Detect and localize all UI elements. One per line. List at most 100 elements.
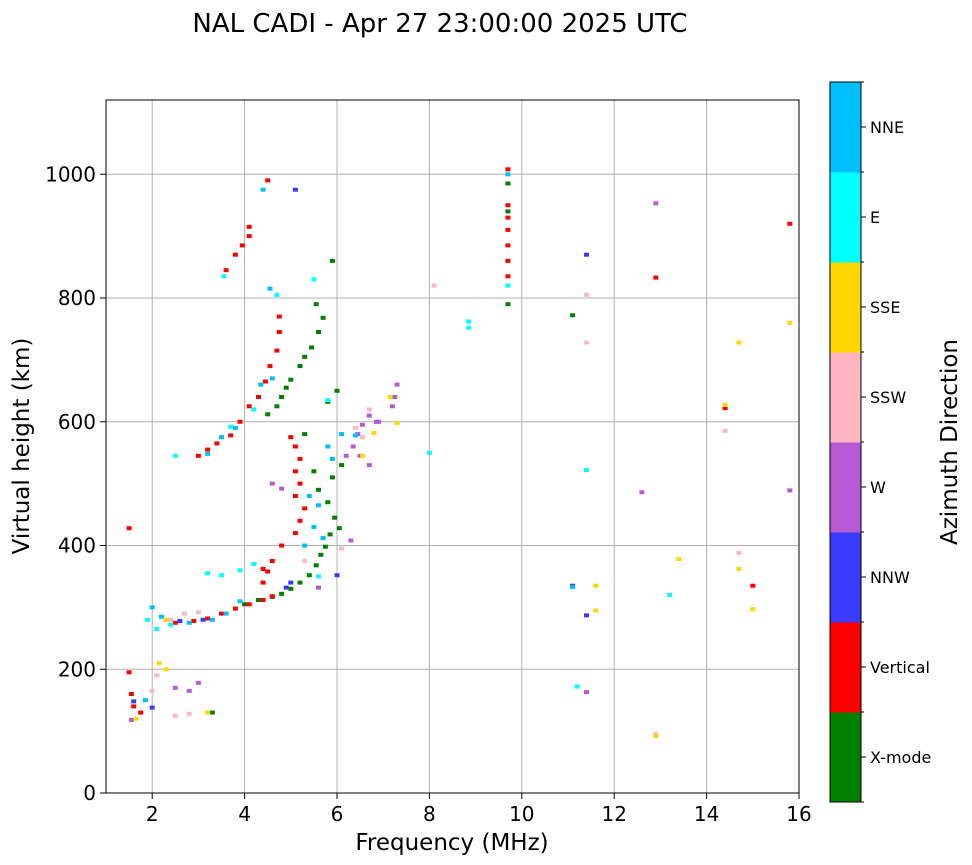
data-point: [158, 614, 164, 619]
x-tick-label: 2: [146, 802, 159, 826]
data-point: [288, 435, 294, 440]
data-point: [283, 585, 289, 590]
data-point: [505, 258, 511, 263]
data-point: [339, 546, 345, 551]
data-point: [653, 201, 659, 206]
data-point: [329, 258, 335, 263]
data-point: [505, 227, 511, 232]
colorbar-segment: [830, 712, 861, 803]
data-point: [322, 544, 328, 549]
data-point: [223, 611, 229, 616]
x-tick-label: 6: [331, 802, 344, 826]
data-point: [302, 432, 308, 437]
data-point: [389, 404, 395, 409]
data-point: [182, 611, 187, 616]
data-point: [172, 713, 178, 718]
data-point: [288, 580, 294, 585]
data-point: [366, 413, 372, 418]
data-point: [297, 364, 303, 369]
data-point: [584, 690, 589, 695]
data-point: [329, 456, 335, 461]
data-point: [288, 586, 294, 591]
data-point: [163, 667, 169, 672]
data-point: [505, 302, 511, 307]
data-point: [228, 424, 234, 429]
data-point: [316, 487, 321, 492]
data-point: [219, 435, 224, 440]
data-point: [325, 444, 331, 449]
data-point: [371, 430, 377, 435]
colorbar-tick-label: X-mode: [870, 748, 931, 767]
data-point: [283, 385, 289, 390]
data-point: [239, 243, 245, 248]
data-point: [228, 433, 234, 438]
data-point: [787, 488, 793, 493]
y-tick-label: 200: [58, 657, 96, 681]
data-point: [392, 395, 398, 399]
data-point: [332, 515, 338, 520]
data-point: [466, 319, 472, 324]
data-point: [267, 286, 273, 291]
data-point: [168, 622, 174, 627]
data-point: [387, 395, 393, 399]
data-point: [237, 419, 243, 424]
data-point: [274, 404, 280, 409]
data-point: [584, 292, 589, 297]
data-point: [269, 594, 275, 599]
colorbar-frame: [829, 81, 862, 803]
x-tick-label: 14: [694, 802, 719, 826]
data-point: [329, 475, 335, 480]
colorbar: X-mode Vertical NNW W SSW SSE E NNE: [829, 81, 931, 803]
data-point: [251, 562, 257, 567]
data-point: [302, 543, 308, 548]
data-point: [350, 444, 356, 449]
x-tick-label: 12: [601, 802, 626, 826]
data-point: [131, 704, 137, 709]
data-point: [394, 421, 400, 425]
data-point: [260, 598, 266, 602]
data-point: [205, 451, 211, 456]
data-point: [126, 670, 132, 675]
data-point: [316, 330, 321, 334]
data-point: [325, 500, 331, 505]
data-point: [209, 617, 215, 622]
data-point: [297, 518, 303, 523]
data-point: [505, 181, 511, 186]
data-point: [639, 490, 645, 495]
data-point: [256, 598, 261, 602]
data-point: [126, 526, 132, 531]
data-point: [128, 692, 134, 696]
data-point: [505, 167, 511, 172]
data-point: [584, 468, 589, 472]
data-point: [269, 376, 275, 381]
data-point: [584, 252, 589, 257]
data-point: [302, 559, 308, 563]
data-point: [306, 494, 312, 498]
colorbar-segment: [830, 352, 861, 443]
data-point: [205, 447, 211, 452]
data-point: [736, 550, 742, 555]
data-point: [505, 283, 511, 288]
series-x-mode: [209, 181, 576, 715]
plot-frame: [105, 99, 800, 794]
data-points: [126, 167, 793, 739]
data-point: [205, 616, 211, 621]
data-point: [133, 716, 139, 721]
data-point: [297, 580, 303, 585]
data-point: [242, 602, 248, 607]
data-point: [209, 710, 215, 715]
data-point: [156, 661, 162, 666]
data-point: [246, 602, 252, 607]
data-point: [366, 463, 372, 468]
data-point: [221, 274, 227, 279]
data-point: [653, 734, 659, 739]
data-point: [318, 552, 324, 557]
data-point: [205, 710, 211, 715]
grid: [106, 100, 800, 794]
x-axis-ticks: 2 4 6 8 10 12 14 16: [146, 793, 812, 826]
data-point: [593, 583, 599, 588]
series-sse: [133, 320, 793, 739]
y-tick-label: 0: [83, 781, 96, 805]
data-point: [279, 486, 285, 491]
